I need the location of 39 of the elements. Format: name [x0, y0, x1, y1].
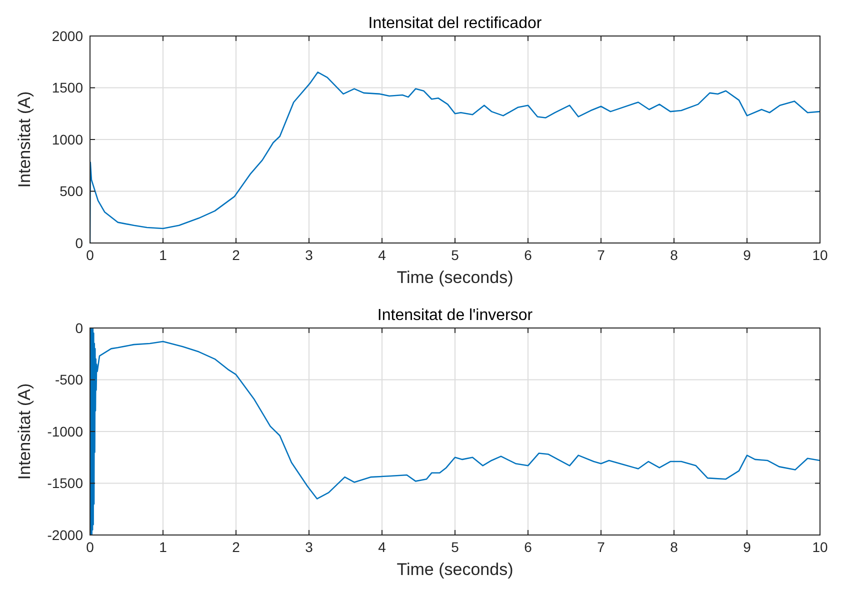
x-tick-label: 0 — [86, 539, 94, 555]
x-tick-label: 10 — [812, 539, 828, 555]
x-tick-label: 8 — [670, 247, 678, 263]
x-tick-label: 6 — [524, 539, 532, 555]
y-tick-label: -2000 — [47, 526, 84, 543]
y-tick-label: 1000 — [52, 131, 84, 148]
x-tick-label: 8 — [670, 539, 678, 555]
chart-title: Intensitat del rectificador — [368, 15, 542, 32]
x-tick-label: 1 — [159, 539, 168, 555]
y-tick-label: -1500 — [47, 475, 84, 492]
y-tick-label: 1500 — [52, 80, 84, 96]
x-tick-label: 2 — [232, 539, 240, 555]
y-tick-label: -1000 — [47, 423, 84, 440]
x-tick-label: 1 — [159, 247, 168, 263]
y-tick-label: 2000 — [52, 28, 84, 44]
y-axis-title: Intensitat (A) — [15, 383, 34, 480]
x-tick-label: 2 — [232, 247, 240, 263]
line-series — [90, 328, 820, 535]
x-tick-label: 9 — [743, 247, 752, 263]
x-tick-label: 6 — [524, 247, 532, 263]
x-axis-title: Time (seconds) — [396, 268, 514, 287]
y-tick-label: 0 — [75, 234, 84, 251]
x-tick-label: 10 — [812, 247, 828, 263]
x-tick-label: 9 — [743, 539, 752, 555]
x-tick-label: 4 — [378, 247, 386, 263]
y-tick-label: 500 — [60, 183, 84, 200]
chart-title: Intensitat de l'inversor — [377, 307, 534, 324]
x-axis-title: Time (seconds) — [396, 560, 514, 579]
y-tick-label: 0 — [75, 320, 84, 336]
x-tick-label: 0 — [86, 247, 94, 263]
x-tick-label: 5 — [451, 539, 460, 555]
x-tick-label: 7 — [597, 247, 606, 263]
x-tick-label: 3 — [305, 247, 314, 263]
x-tick-label: 4 — [378, 539, 386, 555]
y-tick-label: -500 — [54, 372, 84, 388]
x-tick-label: 3 — [305, 539, 314, 555]
x-tick-label: 5 — [451, 247, 460, 263]
y-axis-title: Intensitat (A) — [15, 91, 34, 188]
x-tick-label: 7 — [597, 539, 606, 555]
